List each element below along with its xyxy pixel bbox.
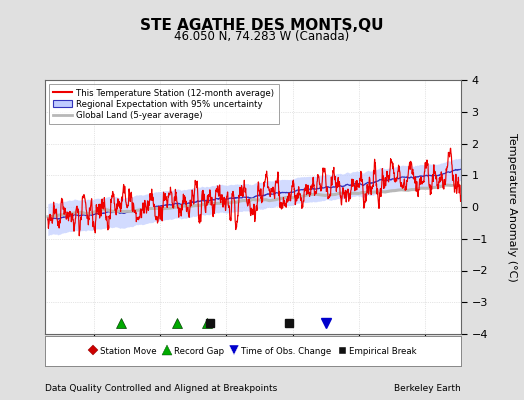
Text: STE AGATHE DES MONTS,QU: STE AGATHE DES MONTS,QU <box>140 18 384 33</box>
Text: Data Quality Controlled and Aligned at Breakpoints: Data Quality Controlled and Aligned at B… <box>45 384 277 393</box>
Y-axis label: Temperature Anomaly (°C): Temperature Anomaly (°C) <box>507 133 518 281</box>
Legend: This Temperature Station (12-month average), Regional Expectation with 95% uncer: This Temperature Station (12-month avera… <box>49 84 279 124</box>
Text: Berkeley Earth: Berkeley Earth <box>395 384 461 393</box>
Text: 46.050 N, 74.283 W (Canada): 46.050 N, 74.283 W (Canada) <box>174 30 350 43</box>
Legend: Station Move, Record Gap, Time of Obs. Change, Empirical Break: Station Move, Record Gap, Time of Obs. C… <box>88 345 418 357</box>
